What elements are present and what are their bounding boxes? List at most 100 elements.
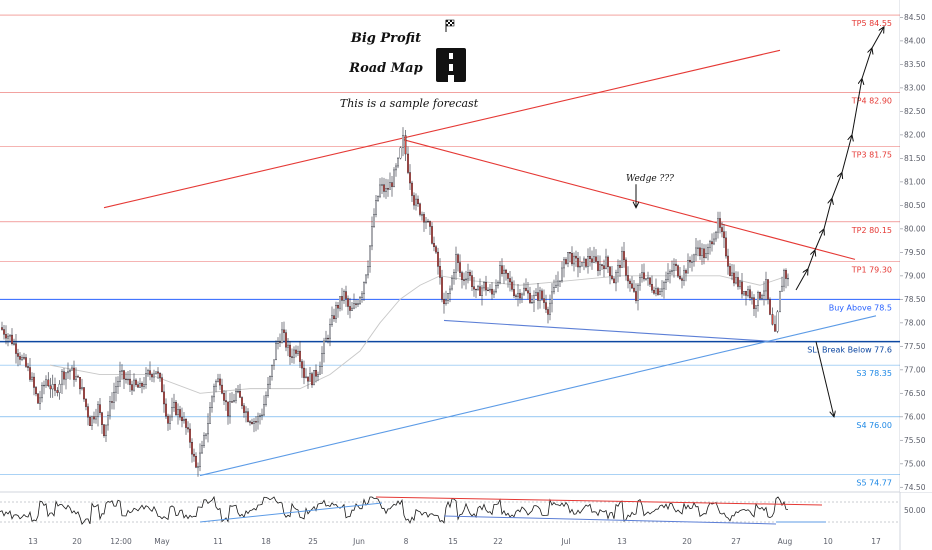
- candle-body: [771, 314, 774, 325]
- candle-body: [345, 291, 348, 299]
- candle-body: [265, 395, 268, 405]
- y-tick-label: 78.50: [904, 295, 926, 304]
- candle-body: [202, 435, 205, 446]
- candle-body: [190, 442, 193, 455]
- candle-body: [521, 293, 524, 299]
- candle-body: [441, 277, 444, 300]
- candle-body: [289, 344, 292, 357]
- candle-body: [236, 390, 239, 393]
- candle-body: [259, 415, 262, 417]
- candle-body: [120, 370, 123, 372]
- candle-body: [45, 379, 48, 386]
- candle-body: [539, 290, 542, 301]
- candle-body: [687, 259, 690, 274]
- candle-body: [56, 390, 59, 393]
- candle-body: [373, 214, 376, 227]
- level-label: TP5 84.55: [851, 19, 892, 28]
- candle-body: [325, 337, 328, 342]
- candle-body: [188, 428, 191, 443]
- candle-body: [683, 270, 686, 281]
- x-tick-label: 25: [308, 537, 318, 546]
- level-label-bg: [845, 264, 894, 275]
- candle-body: [495, 285, 498, 293]
- level-label-bg: [845, 149, 894, 160]
- time-axis[interactable]: 13 20 12:00 May 11 18 25 Jun 8 15 22 Jul 13 20 27 Aug 10…: [28, 537, 881, 546]
- candle-body: [641, 272, 644, 278]
- candle-body: [100, 412, 103, 425]
- candle-body: [98, 404, 101, 413]
- candle-body: [463, 279, 466, 281]
- candle-body: [507, 273, 510, 279]
- candle-body: [435, 246, 438, 253]
- candle-body: [244, 411, 247, 413]
- candle-body: [267, 383, 270, 396]
- candle-body: [665, 279, 668, 283]
- candle-body: [154, 371, 157, 375]
- candle-body: [701, 248, 704, 256]
- level-label: TP1 79.30: [851, 266, 892, 275]
- candle-body: [537, 292, 540, 301]
- candle-body: [37, 393, 40, 404]
- candle-body: [751, 297, 754, 299]
- candle-body: [453, 272, 456, 279]
- x-tick-label: 27: [731, 537, 741, 546]
- candle-body: [675, 263, 678, 266]
- candle-body: [769, 299, 772, 315]
- candle-body: [200, 445, 203, 454]
- candle-body: [483, 282, 486, 289]
- candle-body: [10, 334, 13, 345]
- candle-body: [707, 247, 710, 254]
- candle-body: [671, 270, 674, 272]
- candle-body: [14, 343, 17, 354]
- candle-body: [110, 401, 113, 403]
- candle-body: [583, 258, 586, 263]
- candle-body: [713, 238, 716, 245]
- candle-body: [505, 269, 508, 274]
- level-label: S4 76.00: [856, 421, 892, 430]
- y-tick-label: 82.50: [904, 107, 926, 116]
- candle-body: [561, 267, 564, 282]
- x-tick-label: 17: [871, 537, 881, 546]
- candle-body: [767, 279, 770, 300]
- candle-body: [271, 365, 274, 377]
- moving-average-line: [49, 275, 789, 394]
- y-tick-label: 75.00: [904, 459, 926, 468]
- forecast-up-arrow: [831, 172, 842, 199]
- candle-body: [49, 385, 52, 390]
- candle-body: [443, 299, 446, 304]
- candle-body: [715, 231, 718, 240]
- candle-body: [631, 283, 634, 289]
- candle-body: [613, 278, 616, 284]
- lower-channel-line: [199, 315, 877, 477]
- candle-body: [649, 277, 652, 285]
- candle-body: [246, 411, 249, 422]
- candle-body: [301, 361, 304, 369]
- candle-body: [250, 421, 253, 424]
- candle-body: [228, 401, 231, 417]
- candle-body: [96, 404, 99, 417]
- candle-body: [779, 291, 782, 313]
- x-tick-label: 11: [213, 537, 223, 546]
- candle-body: [204, 433, 207, 436]
- candle-body: [699, 247, 702, 256]
- candle-body: [519, 293, 522, 299]
- price-axis[interactable]: 74.50 75.00 75.50 76.00 76.50 77.00 77.50 78.00…: [900, 0, 932, 492]
- wedge-label: Wedge ???: [626, 174, 674, 184]
- candle-body: [661, 288, 664, 292]
- candle-body: [404, 135, 407, 155]
- candle-body: [331, 315, 334, 325]
- candle-body: [515, 295, 518, 297]
- candle-body: [667, 272, 670, 280]
- candle-body: [587, 256, 590, 267]
- candle-body: [142, 384, 145, 387]
- candle-body: [409, 172, 412, 184]
- candle-body: [669, 271, 672, 274]
- candle-body: [64, 372, 67, 380]
- candle-body: [130, 384, 133, 391]
- candle-body: [413, 195, 416, 206]
- candle-body: [689, 259, 692, 263]
- candle-body: [277, 341, 280, 344]
- candle-body: [509, 278, 512, 283]
- candle-body: [293, 349, 296, 358]
- candle-body: [164, 403, 167, 417]
